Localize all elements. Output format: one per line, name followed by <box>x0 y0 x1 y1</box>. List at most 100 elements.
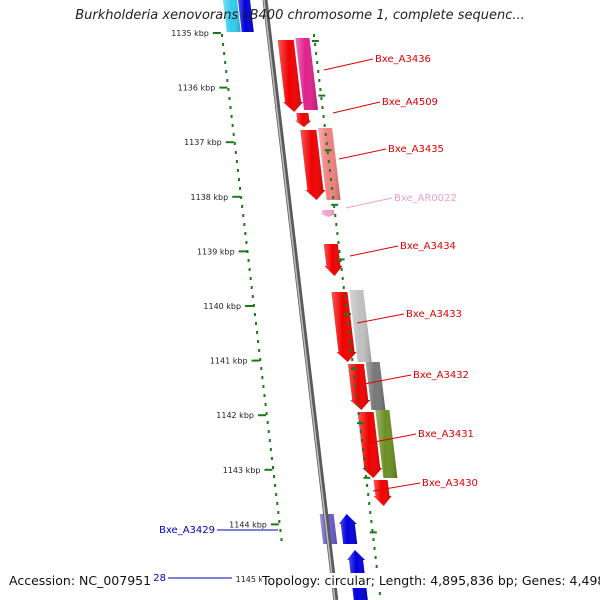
left-dotted-guide <box>232 133 235 136</box>
right-dotted-guide <box>367 493 370 496</box>
right-dotted-guide <box>320 97 323 100</box>
right-dotted-guide <box>338 250 341 253</box>
right-dotted-guide <box>334 214 337 217</box>
right-dotted-guide <box>324 133 327 136</box>
right-dotted-guide <box>348 331 351 334</box>
right-dotted-guide <box>372 538 375 541</box>
gene-label-bxe-a3430: Bxe_A3430 <box>422 478 478 489</box>
gene-label-bxe-a3429: Bxe_A3429 <box>159 525 215 536</box>
left-dotted-guide <box>260 367 263 370</box>
gene-leader-line <box>349 245 399 257</box>
rna-arrow-bxe-ar0022-shade <box>320 210 337 217</box>
right-dotted-guide <box>374 556 377 559</box>
left-dotted-guide <box>269 448 272 451</box>
right-dotted-guide <box>370 520 373 523</box>
left-dotted-guide <box>246 250 249 253</box>
right-dotted-guide <box>341 277 344 280</box>
feature-tracks <box>223 0 398 600</box>
topology-info-text: Topology: circular; Length: 4,895,836 bp… <box>262 573 600 588</box>
gene-arrow-bxe-a3432-shade <box>347 364 371 410</box>
right-dotted-guide <box>318 79 321 82</box>
track-band <box>233 0 396 600</box>
right-dotted-guide <box>350 349 353 352</box>
right-dotted-guide <box>366 484 369 487</box>
left-dotted-guide <box>231 124 234 127</box>
left-dotted-guide <box>251 295 254 298</box>
right-dotted-guide <box>330 178 333 181</box>
left-dotted-guide <box>254 322 257 325</box>
left-dotted-guide <box>266 421 269 424</box>
left-dotted-guide <box>257 340 260 343</box>
tick-label: 1137 kbp <box>184 138 222 147</box>
left-dotted-guide <box>223 52 226 55</box>
tick-label: 1142 kbp <box>216 411 254 420</box>
gene-arrow-bxe-a3430-shade <box>373 480 392 506</box>
gene-label-bxe-a3435: Bxe_A3435 <box>388 144 444 155</box>
left-dotted-guide <box>253 313 256 316</box>
right-dotted-guide <box>351 358 354 361</box>
left-dotted-guide <box>240 196 243 199</box>
right-dotted-guide <box>360 439 363 442</box>
right-dotted-guide <box>361 448 364 451</box>
gene-leader-line <box>345 197 393 209</box>
right-dotted-guide <box>316 61 319 64</box>
right-dotted-guide <box>335 223 338 226</box>
left-dotted-guide <box>265 412 268 415</box>
left-dotted-guide <box>247 259 250 262</box>
feature-block-bxe-a3431-shade <box>375 410 398 478</box>
left-dotted-guide <box>224 61 227 64</box>
left-dotted-guide <box>259 358 262 361</box>
left-dotted-guide <box>280 538 283 541</box>
gene-arrow-bxe-a3433-shade <box>331 292 357 362</box>
right-dotted-guide <box>332 196 335 199</box>
tick-label: 1144 kbp <box>229 520 267 529</box>
left-dotted-guide <box>227 88 230 91</box>
left-dotted-guide <box>261 376 264 379</box>
left-dotted-guide <box>243 223 246 226</box>
left-dotted-guide <box>222 43 225 46</box>
feature-block-bxe-a3432-shade <box>365 362 386 410</box>
left-dotted-guide <box>235 160 238 163</box>
left-dotted-guide <box>228 97 231 100</box>
right-dotted-guide <box>319 88 322 91</box>
right-dotted-guide <box>375 565 378 568</box>
feature-top-cyan-shade <box>223 0 241 32</box>
left-dotted-guide <box>233 142 236 145</box>
right-dotted-guide <box>354 385 357 388</box>
left-dotted-guide <box>275 493 278 496</box>
left-dotted-guide <box>277 511 280 514</box>
right-dotted-guide <box>325 142 328 145</box>
right-dotted-guide <box>373 547 376 550</box>
gene-label-bxe-a4509: Bxe_A4509 <box>382 97 438 108</box>
left-dotted-guide <box>267 430 270 433</box>
gene-leader-line <box>332 101 381 114</box>
left-dotted-guide <box>248 268 251 271</box>
right-dotted-guide <box>313 34 316 37</box>
gene-arrow-bxe-a3436-shade <box>277 40 304 112</box>
tick-label: 1135 kbp <box>171 29 209 38</box>
right-dotted-guide <box>340 268 343 271</box>
right-dotted-guide <box>314 43 317 46</box>
accession-text: Accession: NC_007951 <box>9 573 154 588</box>
left-dotted-guide <box>238 178 241 181</box>
tick-label: 1143 kbp <box>223 466 261 475</box>
feature-block-bxe-a3433-shade <box>349 290 372 362</box>
left-dotted-guide <box>271 466 274 469</box>
gene-label-bxe-a3432: Bxe_A3432 <box>413 370 469 381</box>
left-dotted-guide <box>270 457 273 460</box>
right-dotted-guide <box>353 376 356 379</box>
left-dotted-guide <box>244 232 247 235</box>
right-dotted-guide <box>357 412 360 415</box>
left-dotted-guide <box>264 403 267 406</box>
gene-leader-line <box>356 313 405 324</box>
right-dotted-guide <box>378 592 381 595</box>
left-dotted-guide <box>256 331 259 334</box>
gene-label-bxe-ar0022: Bxe_AR0022 <box>394 193 457 204</box>
gene-label-bxe-a3433: Bxe_A3433 <box>406 309 462 320</box>
right-dotted-guide <box>344 304 347 307</box>
right-dotted-guide <box>317 70 320 73</box>
left-dotted-guide <box>229 106 232 109</box>
gene-leader-line <box>338 148 387 160</box>
left-dotted-guide <box>249 277 252 280</box>
